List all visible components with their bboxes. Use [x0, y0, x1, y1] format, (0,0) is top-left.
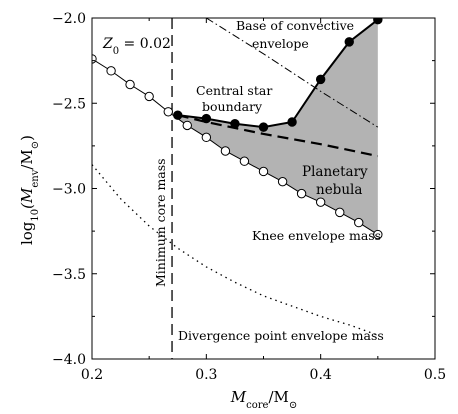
annotation-central-star-2: boundary — [202, 99, 263, 114]
y-tick-label: −2.5 — [52, 96, 86, 112]
annotation-knee: Knee envelope mass — [252, 228, 381, 243]
annotation-base-convective-2: envelope — [252, 36, 309, 51]
knee-point — [239, 156, 250, 166]
knee-point — [277, 176, 288, 187]
knee-point — [373, 229, 383, 240]
knee-series-line — [92, 58, 379, 235]
central-star-point — [344, 37, 354, 47]
knee-point — [315, 197, 326, 207]
knee-point — [335, 207, 345, 218]
central-star-point — [287, 117, 297, 127]
knee-point — [258, 166, 269, 177]
region-label-line2: nebula — [316, 182, 362, 198]
knee-point — [220, 146, 231, 156]
knee-point — [296, 188, 307, 199]
x-tick-label: 0.2 — [81, 367, 103, 383]
vertical-line-label: Minimum core mass — [153, 158, 168, 287]
y-title-base: 10 — [30, 209, 41, 222]
x-title-sub: core — [246, 400, 268, 411]
planetary-nebula-region — [177, 19, 378, 235]
knee-point — [163, 107, 173, 117]
y-title-rest: /M — [18, 149, 36, 169]
x-title-sun: ⊙ — [289, 400, 297, 411]
central-star-series-line — [177, 18, 379, 129]
central-star-point — [315, 74, 326, 85]
y-tick-label: −4.0 — [52, 352, 86, 368]
x-tick-label: 0.3 — [195, 367, 217, 383]
y-tick-label: −3.0 — [52, 182, 86, 198]
central-star-point — [230, 119, 240, 129]
knee-point — [125, 79, 135, 90]
y-axis-title: log10(Menv/M⊙) — [18, 135, 41, 245]
x-axis-title: Mcore/M⊙ — [230, 388, 298, 411]
annotation-base-convective-1: Base of convective — [236, 18, 354, 33]
knee-point — [106, 66, 116, 76]
y-title-sub: env — [30, 169, 41, 187]
x-title-m: M — [230, 388, 247, 406]
plot-frame — [91, 17, 436, 360]
z0-subscript: 0 — [113, 46, 119, 57]
y-title-log: log — [18, 221, 36, 245]
annotation-divergence: Divergence point envelope mass — [178, 328, 384, 343]
z0-label: Z0 = 0.02 — [102, 36, 171, 57]
svg-text:Z0 = 0.02: Z0 = 0.02 — [102, 36, 171, 57]
annotation-central-star-1: Central star — [196, 83, 272, 98]
y-title-sun: ⊙ — [30, 141, 41, 149]
central-star-point — [173, 110, 183, 120]
region-label-line1: Planetary — [302, 164, 368, 180]
y-tick-label: −3.5 — [52, 267, 86, 283]
knee-point — [144, 91, 154, 102]
knee-point — [354, 217, 364, 228]
x-title-rest: /M — [268, 388, 288, 406]
x-tick-label: 0.4 — [310, 367, 332, 383]
z0-value: = 0.02 — [119, 36, 171, 52]
y-tick-label: −2.0 — [52, 11, 86, 27]
z0-letter: Z — [102, 36, 113, 52]
knee-point — [201, 132, 212, 143]
knee-point — [182, 120, 192, 131]
y-title-open: (M — [18, 187, 36, 209]
central-star-point — [201, 113, 212, 124]
dashed-series-line — [177, 114, 379, 158]
central-star-point — [258, 122, 269, 132]
x-tick-label: 0.5 — [424, 367, 446, 383]
y-title-close: ) — [18, 135, 36, 141]
base-convective-series-line — [206, 18, 379, 128]
